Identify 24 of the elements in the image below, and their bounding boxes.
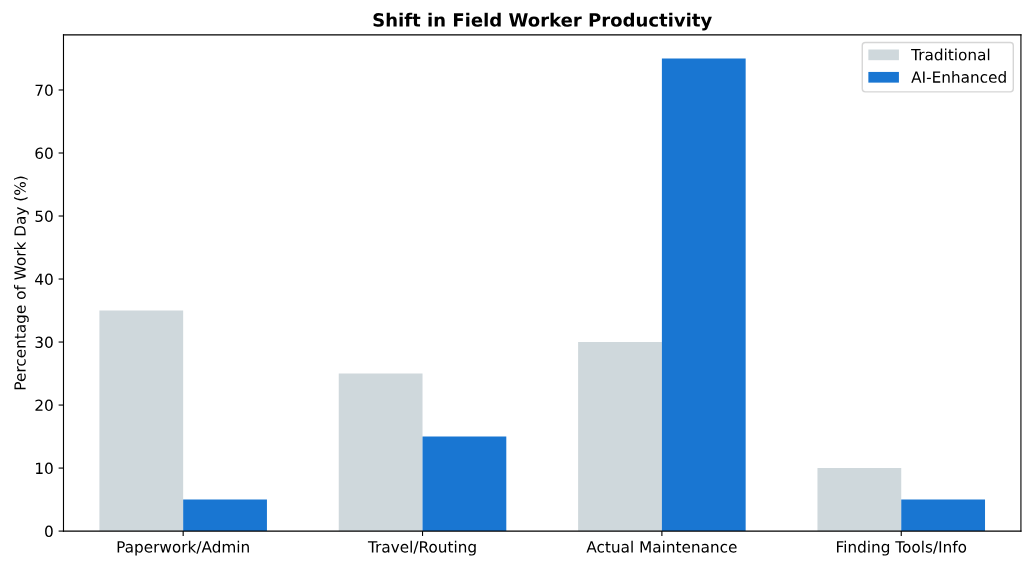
- bar: [99, 310, 184, 532]
- y-tick-label: 30: [35, 336, 53, 349]
- bar: [183, 499, 267, 532]
- x-tick-label: Finding Tools/Info: [837, 540, 967, 556]
- bar: [817, 468, 902, 532]
- x-tick-label: Paperwork/Admin: [117, 540, 249, 556]
- legend-label: AI-Enhanced: [911, 71, 1006, 83]
- y-tick-label: 60: [35, 147, 53, 160]
- bar: [661, 58, 746, 532]
- bar: [422, 436, 507, 532]
- bar: [338, 373, 423, 532]
- bar: [901, 499, 986, 532]
- y-tick-label: 20: [35, 399, 53, 412]
- chart-title: Shift in Field Worker Productivity: [373, 12, 712, 31]
- x-tick-label: Actual Maintenance: [586, 540, 737, 553]
- y-tick-label: 70: [35, 84, 53, 96]
- y-tick-label: 50: [35, 210, 53, 223]
- y-tick-label: 10: [36, 462, 53, 475]
- legend-label: Traditional: [911, 48, 990, 61]
- x-tick-label: Travel/Routing: [367, 540, 476, 556]
- y-tick-label: 40: [35, 273, 53, 286]
- bar: [578, 342, 662, 532]
- y-axis-title: Percentage of Work Day (%): [13, 176, 29, 390]
- y-tick-label: 0: [45, 525, 53, 538]
